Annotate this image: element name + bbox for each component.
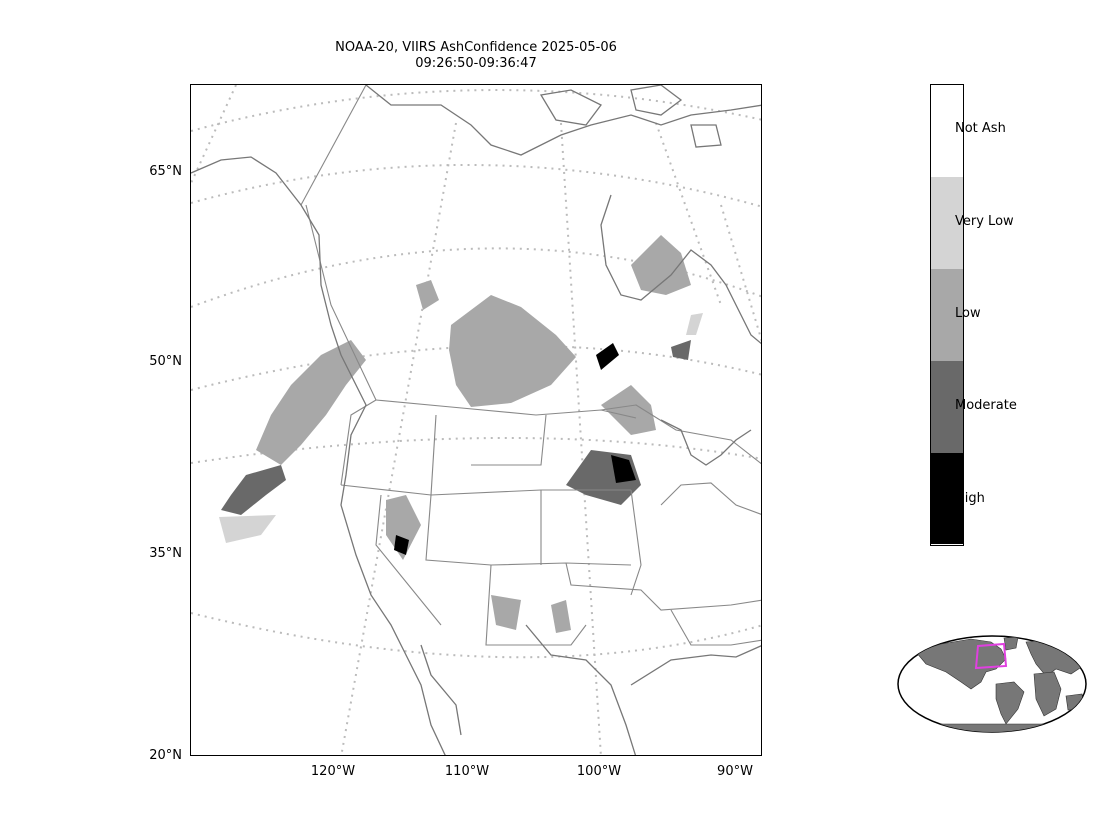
state-border-3 xyxy=(430,414,437,496)
state-border-2 xyxy=(340,399,377,486)
ontario-border xyxy=(600,404,761,465)
lon-line-95 xyxy=(655,122,722,306)
ash-low-east-swath xyxy=(601,385,656,435)
state-border-9 xyxy=(630,489,642,596)
title-line-2: 09:26:50-09:36:47 xyxy=(415,56,537,71)
pacific-coast xyxy=(191,156,446,755)
arctic-island-2 xyxy=(630,85,683,116)
state-border-1 xyxy=(340,484,631,496)
map-svg xyxy=(191,85,761,755)
lat-tick-65: 65°N xyxy=(149,164,182,179)
colorbar-label-not-ash: Not Ash xyxy=(955,121,1006,136)
ash-high-east-2 xyxy=(611,455,636,483)
lat-tick-35: 35°N xyxy=(149,546,182,561)
state-border-12 xyxy=(670,609,761,646)
ash-moderate-west xyxy=(221,465,286,515)
state-border-11 xyxy=(660,482,761,515)
arctic-coast xyxy=(365,85,761,156)
lon-tick-90w: 90°W xyxy=(717,764,753,779)
colorbar-segment-low xyxy=(931,269,963,361)
lat-line-60 xyxy=(191,163,761,208)
state-border-7 xyxy=(485,564,587,646)
alaska-canada-border xyxy=(300,85,367,206)
state-border-4 xyxy=(471,414,547,466)
title-line-1: NOAA-20, VIIRS AshConfidence 2025-05-06 xyxy=(335,40,617,55)
inset-world-map xyxy=(896,634,1088,734)
lon-tick-110w: 110°W xyxy=(444,764,490,779)
inset-africa xyxy=(1033,671,1062,717)
inset-south-america xyxy=(995,681,1025,725)
lat-tick-50: 50°N xyxy=(149,354,182,369)
hudson-bay-coast xyxy=(600,194,761,345)
state-border-8 xyxy=(565,562,761,611)
lon-tick-100w: 100°W xyxy=(576,764,622,779)
colorbar-label-moderate: Moderate xyxy=(955,398,1017,413)
lon-line-115 xyxy=(340,122,457,755)
arctic-island-3 xyxy=(690,124,722,148)
colorbar-segment-not-ash xyxy=(931,85,963,177)
baja-coast xyxy=(420,644,462,736)
colorbar-label-high: High xyxy=(955,491,985,506)
ash-low-nm xyxy=(491,595,521,630)
ash-low-ok xyxy=(551,600,571,633)
ash-moderate-ne xyxy=(671,340,691,360)
lon-line-120 xyxy=(191,85,237,186)
gulf-coast-east xyxy=(630,645,761,686)
bc-alberta-border xyxy=(305,204,377,401)
colorbar-segment-high xyxy=(931,453,963,544)
inset-greenland xyxy=(1003,636,1019,651)
inset-svg xyxy=(897,635,1087,733)
colorbar-label-very-low: Very Low xyxy=(955,214,1014,229)
colorbar-segment-very-low xyxy=(931,177,963,269)
lon-tick-120w: 120°W xyxy=(310,764,356,779)
colorbar-label-low: Low xyxy=(955,306,981,321)
coastlines xyxy=(191,85,761,755)
lat-line-30 xyxy=(191,612,761,659)
political-borders xyxy=(300,85,761,646)
lon-line-105 xyxy=(560,122,602,755)
ash-low-hudson xyxy=(631,235,691,295)
inset-north-america xyxy=(915,638,1007,690)
ash-verylow-hudson xyxy=(686,313,703,335)
ash-high-east-1 xyxy=(596,343,619,370)
map-panel[interactable] xyxy=(190,84,762,756)
ash-low-central xyxy=(449,295,576,407)
us-canada-border xyxy=(375,399,637,419)
state-border-6 xyxy=(425,494,632,566)
ash-verylow-west xyxy=(219,515,276,543)
ash-high-sw xyxy=(394,535,409,555)
lon-line-90 xyxy=(720,204,761,342)
map-title: NOAA-20, VIIRS AshConfidence 2025-05-06 … xyxy=(190,40,762,72)
ash-low-sw-1 xyxy=(386,495,421,560)
inset-australia xyxy=(1065,693,1085,711)
inset-region-highlight xyxy=(974,642,1008,670)
ash-low-north-1 xyxy=(416,280,439,310)
ash-data xyxy=(219,235,703,633)
lat-tick-20: 20°N xyxy=(149,748,182,763)
colorbar-segment-moderate xyxy=(931,361,963,453)
state-border-5 xyxy=(375,494,442,626)
ash-low-west-swath xyxy=(256,340,366,465)
great-lakes xyxy=(660,419,752,466)
colorbar xyxy=(930,84,964,546)
gulf-coast xyxy=(525,624,637,755)
arctic-island-1 xyxy=(539,89,602,126)
